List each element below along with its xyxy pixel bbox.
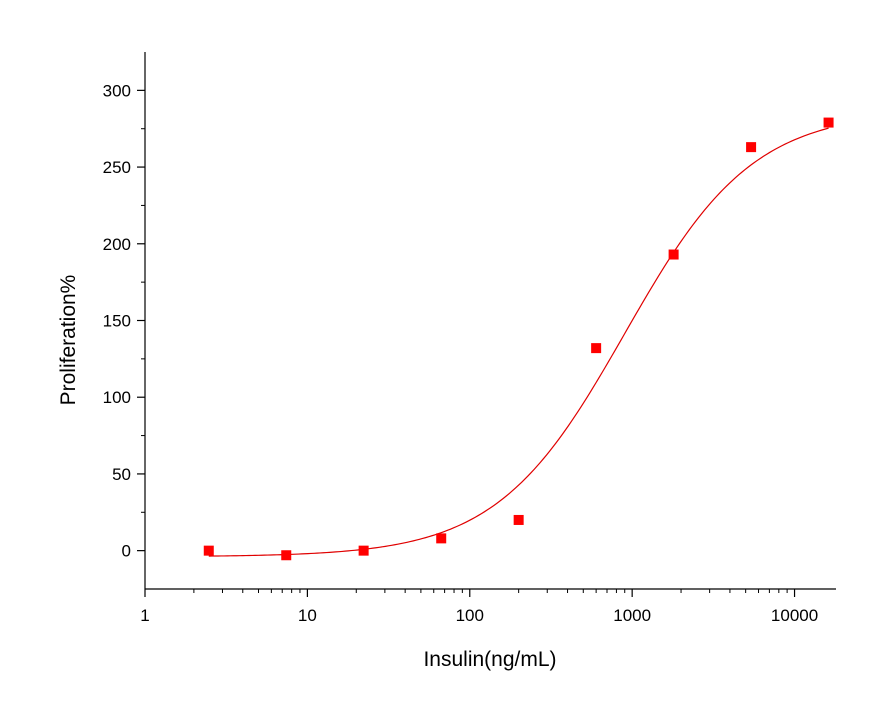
data-point <box>823 117 834 128</box>
data-point <box>203 545 214 556</box>
y-tick-label: 150 <box>103 312 131 331</box>
data-point <box>281 550 292 561</box>
data-point <box>591 343 602 354</box>
x-axis-title: Insulin(ng/mL) <box>423 648 556 671</box>
y-axis-title: Proliferation% <box>57 275 80 406</box>
x-tick-label: 10 <box>298 606 317 625</box>
x-tick-label: 1000 <box>613 606 651 625</box>
y-tick-label: 100 <box>103 388 131 407</box>
x-tick-label: 100 <box>456 606 484 625</box>
fit-curve <box>208 127 829 557</box>
points-layer <box>203 117 834 561</box>
y-tick-label: 200 <box>103 235 131 254</box>
fit-layer <box>208 127 829 557</box>
axes: 1 10 100 1000 10000 0 50 100 150 200 250 300 <box>103 52 836 625</box>
y-tick-label: 0 <box>122 542 131 561</box>
data-point <box>513 514 524 525</box>
y-tick-label: 50 <box>112 465 131 484</box>
x-tick-label: 1 <box>140 606 149 625</box>
data-point <box>746 142 757 153</box>
y-tick-label: 250 <box>103 158 131 177</box>
data-point <box>668 249 679 260</box>
data-point <box>358 545 369 556</box>
data-point <box>436 533 447 544</box>
x-tick-label: 10000 <box>771 606 818 625</box>
y-tick-label: 300 <box>103 81 131 100</box>
